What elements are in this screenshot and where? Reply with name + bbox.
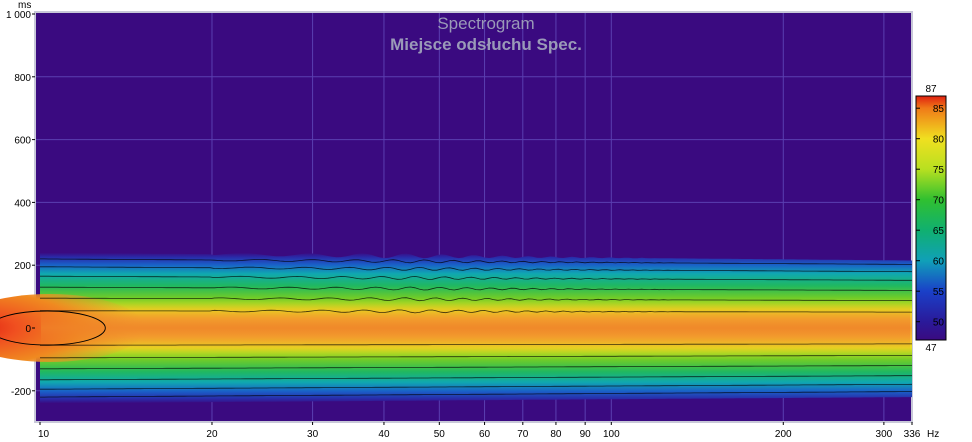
y-tick-label: 0 bbox=[25, 324, 31, 335]
x-tick-label: 90 bbox=[580, 429, 592, 440]
contour-line bbox=[40, 286, 912, 291]
contour-line bbox=[40, 258, 912, 265]
contour-line bbox=[40, 309, 912, 314]
colorbar-tick-label: 50 bbox=[933, 318, 945, 329]
colorbar-tick-label: 85 bbox=[933, 104, 945, 115]
x-tick-label: 70 bbox=[517, 429, 529, 440]
x-tick-label: 10 bbox=[38, 429, 50, 440]
x-tick-label: 60 bbox=[479, 429, 491, 440]
contour-line bbox=[40, 266, 913, 273]
x-tick-label: 50 bbox=[434, 429, 446, 440]
contour-line bbox=[40, 391, 912, 398]
colorbar-tick-label: 75 bbox=[933, 165, 945, 176]
y-tick-label: -200 bbox=[11, 387, 31, 398]
colorbar-tick-label: 55 bbox=[933, 287, 945, 298]
y-tick-label: 600 bbox=[14, 136, 31, 147]
y-tick-label: 200 bbox=[14, 261, 31, 272]
x-tick-label: 300 bbox=[876, 429, 893, 440]
colorbar-tick-label: 65 bbox=[933, 226, 945, 237]
contour-line bbox=[40, 383, 913, 390]
x-tick-label: 20 bbox=[206, 429, 218, 440]
x-tick-label: 336 bbox=[904, 429, 921, 440]
colorbar-max-label: 87 bbox=[925, 84, 937, 95]
colorbar-tick-label: 60 bbox=[933, 257, 945, 268]
chart-title: Spectrogram bbox=[437, 14, 534, 33]
contour-line bbox=[40, 275, 912, 281]
y-tick-label: 400 bbox=[14, 198, 31, 209]
contour-line bbox=[40, 375, 912, 381]
contour-line bbox=[40, 297, 913, 302]
contour-line bbox=[40, 355, 913, 359]
y-tick-label: 800 bbox=[14, 73, 31, 84]
colorbar-tick-label: 70 bbox=[933, 196, 945, 207]
contour-line bbox=[40, 343, 912, 346]
x-tick-label: 100 bbox=[603, 429, 620, 440]
x-tick-label: 30 bbox=[307, 429, 319, 440]
colorbar-tick-label: 80 bbox=[933, 135, 945, 146]
x-tick-label: 200 bbox=[775, 429, 792, 440]
x-tick-label: 40 bbox=[378, 429, 390, 440]
contour-peak bbox=[0, 310, 106, 346]
colorbar-min-label: 47 bbox=[925, 343, 937, 354]
x-unit-label: Hz bbox=[927, 429, 939, 440]
contour-line bbox=[40, 365, 912, 370]
chart-subtitle: Miejsce odsłuchu Spec. bbox=[390, 35, 582, 54]
y-unit-label: ms bbox=[18, 0, 31, 11]
colorbar bbox=[915, 95, 947, 341]
y-tick-label: 1 000 bbox=[6, 10, 31, 21]
x-tick-label: 80 bbox=[550, 429, 562, 440]
